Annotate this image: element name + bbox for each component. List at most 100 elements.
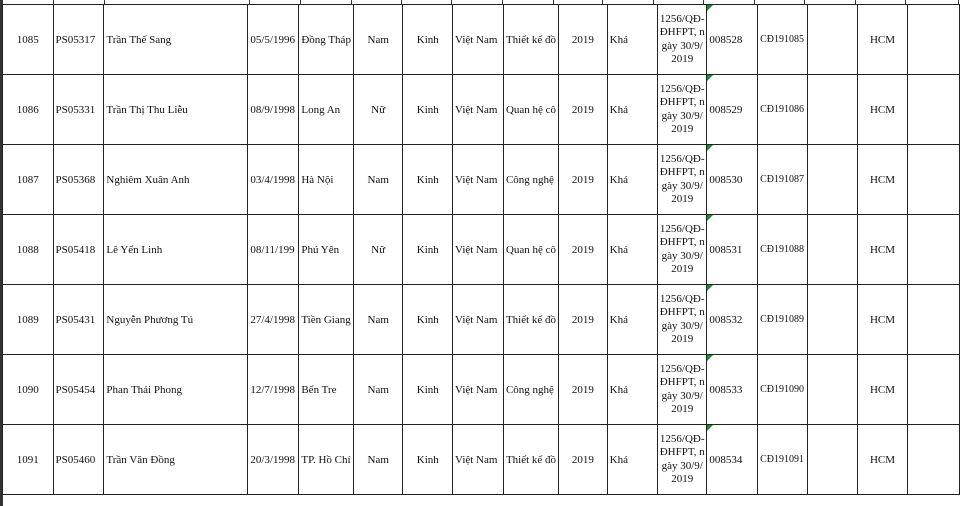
cell-reg[interactable]: CĐ191089 bbox=[757, 284, 809, 355]
cell-major[interactable]: Thiết kế đồ bbox=[502, 4, 560, 75]
cell-ethnic[interactable]: Kinh bbox=[402, 214, 454, 285]
cell-decision[interactable]: 1256/QĐ-ĐHFPT, ngày 30/9/2019 bbox=[657, 74, 708, 145]
cell-c17[interactable] bbox=[906, 284, 960, 355]
cell-major[interactable]: Thiết kế đồ bbox=[502, 284, 560, 355]
cell-major[interactable]: Quan hệ cô bbox=[502, 74, 560, 145]
cell-reg[interactable]: CĐ191088 bbox=[757, 214, 809, 285]
cell-place[interactable]: Long An bbox=[298, 74, 354, 145]
cell-place[interactable]: TP. Hồ Chí bbox=[298, 424, 354, 495]
cell-place[interactable]: Bến Tre bbox=[298, 354, 354, 425]
cell-major[interactable]: Thiết kế đồ bbox=[502, 424, 560, 495]
cell-year[interactable]: 2019 bbox=[558, 144, 608, 215]
cell-name[interactable]: Trần Thế Sang bbox=[103, 4, 249, 75]
cell-reg[interactable]: CĐ191085 bbox=[757, 4, 809, 75]
cell-dob[interactable]: 08/9/1998 bbox=[247, 74, 300, 145]
cell-gender[interactable]: Nữ bbox=[352, 74, 404, 145]
cell-code[interactable]: PS05317 bbox=[52, 4, 105, 75]
cell-year[interactable]: 2019 bbox=[558, 354, 608, 425]
cell-stt[interactable]: 1091 bbox=[2, 424, 54, 495]
cell-year[interactable]: 2019 bbox=[558, 214, 608, 285]
cell-c15[interactable] bbox=[807, 144, 859, 215]
cell-campus[interactable]: HCM bbox=[857, 214, 908, 285]
cell-ethnic[interactable]: Kinh bbox=[402, 354, 454, 425]
cell-campus[interactable]: HCM bbox=[857, 354, 908, 425]
cell-code[interactable]: PS05454 bbox=[52, 354, 105, 425]
cell-code[interactable]: PS05331 bbox=[52, 74, 105, 145]
cell-ethnic[interactable]: Kinh bbox=[402, 144, 454, 215]
cell-nation[interactable]: Việt Nam bbox=[452, 4, 504, 75]
cell-rank[interactable]: Khá bbox=[606, 354, 659, 425]
cell-stt[interactable]: 1085 bbox=[2, 4, 54, 75]
cell-dob[interactable]: 20/3/1998 bbox=[247, 424, 300, 495]
cell-major[interactable]: Quan hệ cô bbox=[502, 214, 560, 285]
cell-c15[interactable] bbox=[807, 214, 859, 285]
cell-year[interactable]: 2019 bbox=[558, 74, 608, 145]
cell-serial[interactable]: 008534 bbox=[706, 424, 759, 495]
cell-c17[interactable] bbox=[906, 144, 960, 215]
cell-year[interactable]: 2019 bbox=[558, 424, 608, 495]
cell-gender[interactable]: Nam bbox=[352, 144, 404, 215]
cell-ethnic[interactable]: Kinh bbox=[402, 424, 454, 495]
cell-nation[interactable]: Việt Nam bbox=[452, 214, 504, 285]
cell-c17[interactable] bbox=[906, 424, 960, 495]
cell-nation[interactable]: Việt Nam bbox=[452, 284, 504, 355]
cell-stt[interactable]: 1089 bbox=[2, 284, 54, 355]
cell-major[interactable]: Công nghệ bbox=[502, 354, 560, 425]
cell-campus[interactable]: HCM bbox=[857, 424, 908, 495]
cell-gender[interactable]: Nam bbox=[352, 284, 404, 355]
cell-name[interactable]: Trần Văn Đồng bbox=[103, 424, 249, 495]
cell-decision[interactable]: 1256/QĐ-ĐHFPT, ngày 30/9/2019 bbox=[657, 214, 708, 285]
cell-serial[interactable]: 008528 bbox=[706, 4, 759, 75]
cell-c15[interactable] bbox=[807, 74, 859, 145]
cell-rank[interactable]: Khá bbox=[606, 144, 659, 215]
cell-stt[interactable]: 1087 bbox=[2, 144, 54, 215]
cell-decision[interactable]: 1256/QĐ-ĐHFPT, ngày 30/9/2019 bbox=[657, 144, 708, 215]
cell-nation[interactable]: Việt Nam bbox=[452, 354, 504, 425]
cell-code[interactable]: PS05368 bbox=[52, 144, 105, 215]
cell-c17[interactable] bbox=[906, 4, 960, 75]
cell-c15[interactable] bbox=[807, 354, 859, 425]
cell-dob[interactable]: 27/4/1998 bbox=[247, 284, 300, 355]
cell-year[interactable]: 2019 bbox=[558, 4, 608, 75]
cell-dob[interactable]: 05/5/1996 bbox=[247, 4, 300, 75]
cell-dob[interactable]: 12/7/1998 bbox=[247, 354, 300, 425]
cell-major[interactable]: Công nghệ bbox=[502, 144, 560, 215]
cell-ethnic[interactable]: Kinh bbox=[402, 74, 454, 145]
cell-decision[interactable]: 1256/QĐ-ĐHFPT, ngày 30/9/2019 bbox=[657, 4, 708, 75]
cell-rank[interactable]: Khá bbox=[606, 424, 659, 495]
cell-gender[interactable]: Nam bbox=[352, 424, 404, 495]
cell-reg[interactable]: CĐ191086 bbox=[757, 74, 809, 145]
cell-place[interactable]: Phú Yên bbox=[298, 214, 354, 285]
cell-rank[interactable]: Khá bbox=[606, 74, 659, 145]
cell-rank[interactable]: Khá bbox=[606, 284, 659, 355]
cell-gender[interactable]: Nam bbox=[352, 354, 404, 425]
cell-c15[interactable] bbox=[807, 4, 859, 75]
cell-name[interactable]: Nghiêm Xuân Anh bbox=[103, 144, 249, 215]
cell-stt[interactable]: 1086 bbox=[2, 74, 54, 145]
cell-place[interactable]: Đồng Tháp bbox=[298, 4, 354, 75]
cell-serial[interactable]: 008529 bbox=[706, 74, 759, 145]
cell-decision[interactable]: 1256/QĐ-ĐHFPT, ngày 30/9/2019 bbox=[657, 424, 708, 495]
cell-campus[interactable]: HCM bbox=[857, 144, 908, 215]
cell-name[interactable]: Trần Thị Thu Liễu bbox=[103, 74, 249, 145]
cell-code[interactable]: PS05431 bbox=[52, 284, 105, 355]
cell-code[interactable]: PS05418 bbox=[52, 214, 105, 285]
cell-decision[interactable]: 1256/QĐ-ĐHFPT, ngày 30/9/2019 bbox=[657, 354, 708, 425]
cell-c17[interactable] bbox=[906, 354, 960, 425]
cell-stt[interactable]: 1090 bbox=[2, 354, 54, 425]
cell-gender[interactable]: Nam bbox=[352, 4, 404, 75]
cell-nation[interactable]: Việt Nam bbox=[452, 144, 504, 215]
cell-reg[interactable]: CĐ191091 bbox=[757, 424, 809, 495]
cell-ethnic[interactable]: Kinh bbox=[402, 284, 454, 355]
cell-name[interactable]: Phan Thái Phong bbox=[103, 354, 249, 425]
cell-campus[interactable]: HCM bbox=[857, 4, 908, 75]
cell-c17[interactable] bbox=[906, 214, 960, 285]
cell-name[interactable]: Lê Yến Linh bbox=[103, 214, 249, 285]
cell-stt[interactable]: 1088 bbox=[2, 214, 54, 285]
cell-year[interactable]: 2019 bbox=[558, 284, 608, 355]
cell-place[interactable]: Hà Nội bbox=[298, 144, 354, 215]
cell-rank[interactable]: Khá bbox=[606, 4, 659, 75]
cell-nation[interactable]: Việt Nam bbox=[452, 424, 504, 495]
cell-serial[interactable]: 008530 bbox=[706, 144, 759, 215]
cell-serial[interactable]: 008533 bbox=[706, 354, 759, 425]
